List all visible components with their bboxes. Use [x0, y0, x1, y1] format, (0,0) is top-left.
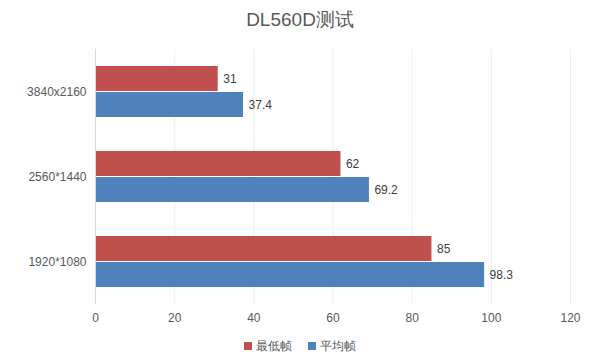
- svg-text:98.3: 98.3: [490, 268, 514, 282]
- svg-text:100: 100: [481, 311, 501, 325]
- html-text:平均帧: 平均帧: [320, 338, 356, 353]
- svg-text:69.2: 69.2: [374, 183, 398, 197]
- html-text:最低帧: 最低帧: [256, 338, 292, 353]
- svg-text:1920*1080: 1920*1080: [28, 255, 86, 269]
- svg-text:20: 20: [168, 311, 182, 325]
- svg-text:85: 85: [437, 242, 451, 256]
- svg-text:37.4: 37.4: [249, 98, 273, 112]
- svg-text:3840x2160: 3840x2160: [27, 85, 87, 99]
- svg-text:31: 31: [223, 72, 237, 86]
- svg-text:80: 80: [405, 311, 419, 325]
- svg-text:62: 62: [346, 157, 360, 171]
- svg-text:60: 60: [326, 311, 340, 325]
- svg-text:0: 0: [92, 311, 99, 325]
- html-text:DL560D测试: DL560D测试: [246, 9, 354, 30]
- svg-text:120: 120: [560, 311, 580, 325]
- svg-text:40: 40: [247, 311, 261, 325]
- svg-text:2560*1440: 2560*1440: [28, 170, 86, 184]
